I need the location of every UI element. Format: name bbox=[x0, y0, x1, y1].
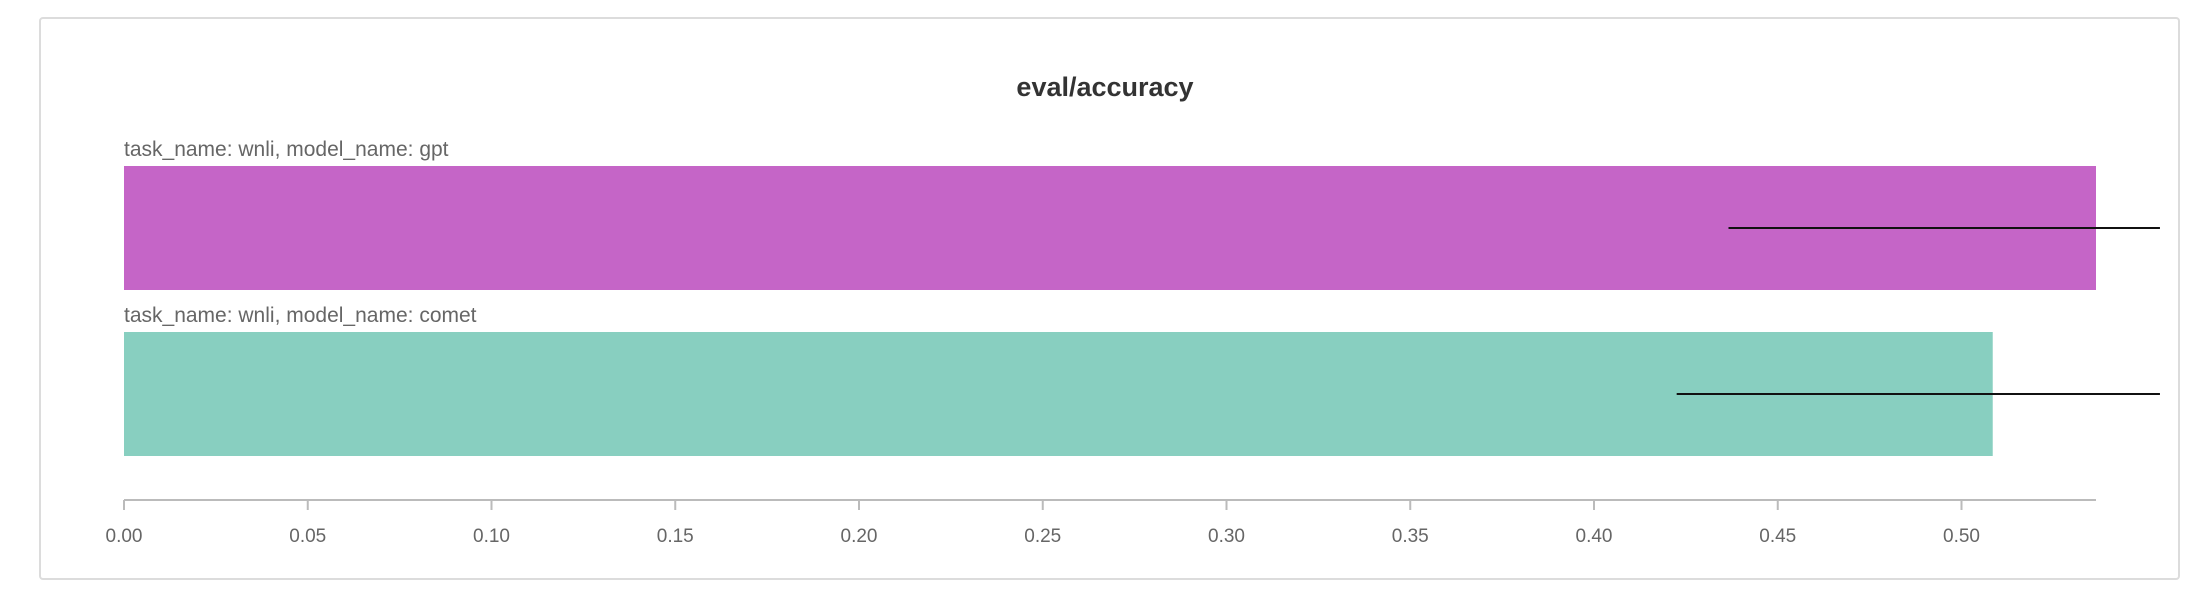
x-tick-label: 0.30 bbox=[1208, 526, 1245, 547]
x-tick-label: 0.20 bbox=[841, 526, 878, 547]
x-tick-label: 0.25 bbox=[1024, 526, 1061, 547]
chart-title: eval/accuracy bbox=[1016, 72, 1194, 102]
x-tick-label: 0.45 bbox=[1759, 526, 1796, 547]
x-tick-label: 0.35 bbox=[1392, 526, 1429, 547]
x-tick-label: 0.40 bbox=[1576, 526, 1613, 547]
x-tick-label: 0.15 bbox=[657, 526, 694, 547]
x-tick-label: 0.10 bbox=[473, 526, 510, 547]
chart-panel bbox=[39, 17, 2180, 580]
x-tick-label: 0.05 bbox=[289, 526, 326, 547]
bar-label: task_name: wnli, model_name: comet bbox=[124, 304, 477, 327]
x-tick-label: 0.50 bbox=[1943, 526, 1980, 547]
x-tick-label: 0.00 bbox=[106, 526, 143, 547]
bar-label: task_name: wnli, model_name: gpt bbox=[124, 138, 449, 161]
